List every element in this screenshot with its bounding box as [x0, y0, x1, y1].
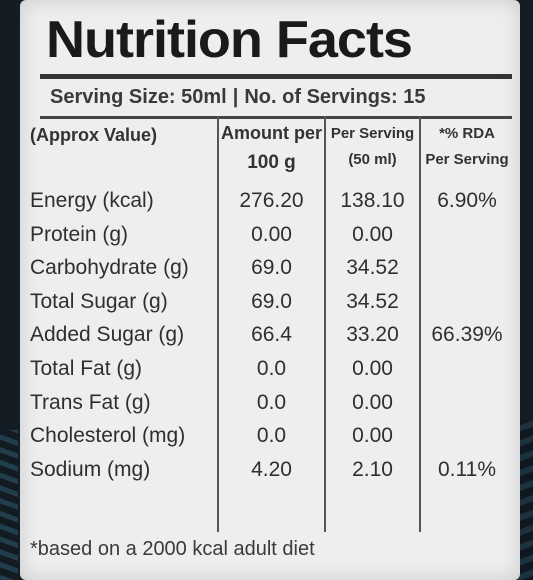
nutrient-table: Energy (kcal) 276.20 138.10 6.90% Protei…	[30, 187, 514, 489]
table-row: Total Fat (g) 0.0 0.00	[30, 355, 514, 389]
table-row: Energy (kcal) 276.20 138.10 6.90%	[30, 187, 514, 221]
header-amount: Amount per 100 g	[219, 122, 324, 176]
amount-per-serving: 34.52	[346, 256, 399, 280]
amount-per-serving: 0.00	[352, 390, 393, 414]
rda-percent: 0.11%	[438, 457, 496, 481]
servings-count: No. of Servings: 15	[244, 86, 426, 108]
column-divider	[217, 116, 219, 532]
table-row: Sodium (mg) 4.20 2.10 0.11%	[30, 456, 514, 490]
header-rda-line2: Per Serving	[425, 150, 509, 168]
nutrient-name: Total Fat (g)	[30, 356, 143, 380]
label-title: Nutrition Facts	[46, 11, 413, 69]
amount-per-serving: 34.52	[346, 289, 399, 313]
amount-per-100g: 69.0	[251, 289, 292, 313]
amount-per-serving: 0.00	[352, 356, 393, 380]
header-divider	[40, 116, 512, 119]
amount-per-serving: 33.20	[346, 323, 399, 347]
nutrient-name: Trans Fat (g)	[30, 390, 151, 414]
header-amount-line2: 100 g	[247, 152, 296, 174]
column-divider	[324, 116, 326, 532]
table-row: Carbohydrate (g) 69.0 34.52	[30, 254, 514, 288]
amount-per-serving: 138.10	[340, 189, 405, 212]
table-row: Total Sugar (g) 69.0 34.52	[30, 288, 514, 322]
header-serving-line1: Per Serving	[330, 125, 415, 142]
nutrient-name: Carbohydrate (g)	[30, 256, 189, 280]
nutrient-name: Protein (g)	[30, 222, 129, 246]
amount-per-100g: 276.20	[239, 189, 304, 212]
table-row: Protein (g) 0.00 0.00	[30, 221, 514, 255]
nutrient-name: Energy (kcal)	[30, 189, 154, 212]
table-row: Added Sugar (g) 66.4 33.20 66.39%	[30, 321, 514, 355]
table-row: Trans Fat (g) 0.0 0.00	[30, 389, 514, 423]
serving-info: Serving Size: 50ml | No. of Servings: 15	[50, 86, 426, 109]
amount-per-100g: 0.0	[256, 356, 287, 380]
header-approx-value: (Approx Value)	[30, 125, 158, 145]
amount-per-serving: 2.10	[352, 457, 393, 481]
nutrient-name: Total Sugar (g)	[30, 289, 168, 313]
nutrient-name: Added Sugar (g)	[30, 323, 185, 347]
footnote: *based on a 2000 kcal adult diet	[30, 538, 315, 560]
amount-per-100g: 4.20	[251, 457, 292, 481]
rda-percent: 66.39%	[431, 323, 503, 347]
nutrition-label: Nutrition Facts Serving Size: 50ml | No. o…	[20, 0, 520, 580]
amount-per-serving: 0.00	[352, 222, 393, 246]
column-divider	[419, 116, 421, 532]
amount-per-100g: 66.4	[251, 323, 292, 347]
amount-per-100g: 0.0	[256, 390, 287, 414]
amount-per-100g: 69.0	[251, 256, 292, 280]
header-serving-line2: (50 ml)	[348, 150, 397, 168]
header-rda-line1: *% RDA	[439, 125, 495, 142]
header-amount-line1: Amount per	[221, 123, 322, 143]
serving-separator: |	[232, 86, 239, 108]
amount-per-100g: 0.0	[256, 424, 287, 448]
rda-percent: 6.90%	[437, 189, 497, 212]
title-divider	[40, 74, 512, 79]
header-per-serving: Per Serving (50 ml)	[326, 124, 419, 169]
header-rda: *% RDA Per Serving	[421, 124, 513, 169]
nutrient-name: Cholesterol (mg)	[30, 424, 186, 448]
amount-per-100g: 0.00	[251, 222, 292, 246]
table-row: Cholesterol (mg) 0.0 0.00	[30, 422, 514, 456]
background-pattern-left	[0, 430, 18, 580]
nutrient-name: Sodium (mg)	[30, 457, 151, 481]
serving-size: Serving Size: 50ml	[50, 86, 227, 108]
amount-per-serving: 0.00	[352, 424, 393, 448]
